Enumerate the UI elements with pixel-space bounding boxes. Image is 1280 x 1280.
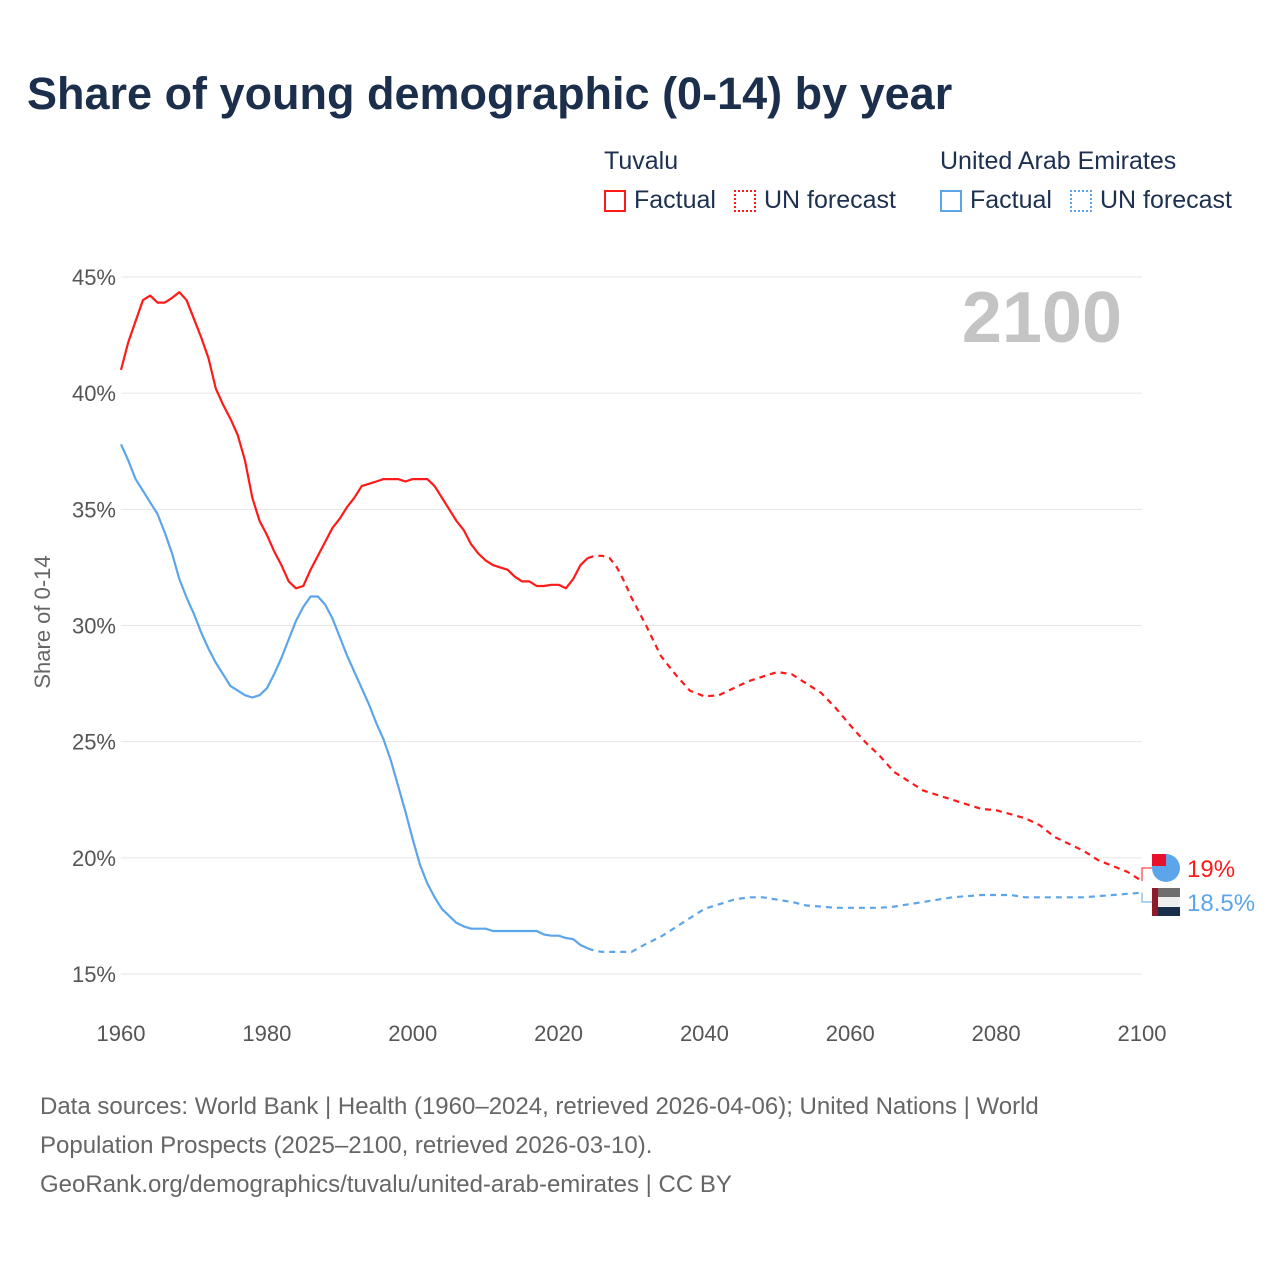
- footer-link[interactable]: GeoRank.org/demographics/tuvalu/united-a…: [40, 1171, 732, 1198]
- legend-uae: United Arab Emirates Factual UN forecast: [940, 144, 1250, 215]
- chart-title: Share of young demographic (0-14) by yea…: [27, 68, 953, 119]
- y-tick-label: 15%: [72, 962, 116, 987]
- y-axis-label: Share of 0-14: [30, 555, 55, 688]
- flag-canton: [1152, 854, 1166, 866]
- legend-swatch-solid: [940, 189, 962, 212]
- legend-group-name: Tuvalu: [604, 147, 679, 175]
- x-tick-label: 2020: [534, 1021, 583, 1046]
- tuvalu-forecast-line: [587, 554, 1143, 883]
- tuvalu-end-label: 19%: [1187, 856, 1235, 883]
- y-tick-label: 35%: [72, 497, 116, 522]
- year-watermark: 2100: [962, 278, 1122, 358]
- legend-item-forecast[interactable]: UN forecast: [1069, 186, 1232, 215]
- legend-swatch-dotted: [733, 189, 756, 212]
- x-tick-label: 2100: [1118, 1021, 1167, 1046]
- legend-item-forecast[interactable]: UN forecast: [733, 186, 896, 215]
- legend-label: UN forecast: [1099, 186, 1232, 214]
- legend-label: UN forecast: [763, 186, 896, 214]
- y-tick-label: 45%: [72, 265, 116, 290]
- legend-item-factual[interactable]: Factual: [604, 186, 716, 215]
- flag-stripe: [1158, 888, 1180, 897]
- legend-tuvalu: Tuvalu Factual UN forecast: [604, 144, 914, 215]
- legend-label: Factual: [970, 186, 1052, 214]
- tuvalu-factual-line: [119, 291, 589, 590]
- x-tick-label: 2000: [388, 1021, 437, 1046]
- uae-end-label: 18.5%: [1187, 890, 1255, 917]
- x-tick-label: 1980: [242, 1021, 291, 1046]
- x-tick-label: 1960: [97, 1021, 146, 1046]
- x-tick-label: 2080: [972, 1021, 1021, 1046]
- legend-item-factual[interactable]: Factual: [940, 186, 1052, 215]
- footer-line: Data sources: World Bank | Health (1960–…: [40, 1093, 1039, 1120]
- uae-factual-line: [119, 443, 589, 950]
- end-connector: [1141, 892, 1152, 903]
- y-tick-label: 25%: [72, 730, 116, 755]
- flag-stripe: [1158, 907, 1180, 916]
- x-tick-label: 2040: [680, 1021, 729, 1046]
- legend-swatch-solid: [604, 189, 626, 212]
- footer-line: Population Prospects (2025–2100, retriev…: [40, 1132, 653, 1159]
- end-connector: [1141, 867, 1152, 882]
- y-tick-label: 30%: [72, 614, 116, 639]
- footer-sources: Data sources: World Bank | Health (1960–…: [40, 1087, 1220, 1204]
- x-tick-label: 2060: [826, 1021, 875, 1046]
- y-tick-label: 40%: [72, 381, 116, 406]
- y-tick-label: 20%: [72, 846, 116, 871]
- legend-label: Factual: [634, 186, 716, 214]
- legend-swatch-dotted: [1069, 189, 1092, 212]
- legend-group-name: United Arab Emirates: [940, 147, 1177, 175]
- uae-forecast-line: [587, 891, 1143, 953]
- flag-stripe: [1152, 888, 1158, 916]
